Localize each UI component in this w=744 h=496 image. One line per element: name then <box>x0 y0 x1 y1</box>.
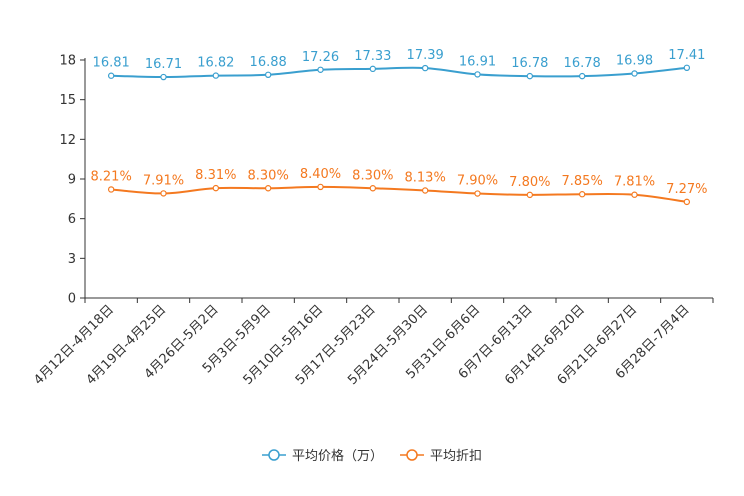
series-2-point <box>107 186 115 193</box>
series-2-point <box>160 190 167 197</box>
series-1-data-label: 17.41 <box>668 48 705 63</box>
y-tick-label: 12 <box>59 133 76 148</box>
series-2-data-label: 7.81% <box>614 175 655 190</box>
y-tick-label: 0 <box>68 292 76 307</box>
series-2-point <box>526 191 534 199</box>
series-1-point <box>683 64 691 72</box>
series-1-point <box>160 73 167 81</box>
series-2-point <box>578 191 586 198</box>
legend-item-label: 平均价格（万） <box>292 448 383 464</box>
series-2-point <box>683 198 691 206</box>
series-1-point <box>578 72 586 80</box>
series-1-point <box>474 71 481 78</box>
y-tick-label: 15 <box>59 93 76 108</box>
legend: 平均价格（万） 平均折扣 <box>262 448 482 464</box>
series-1-data-label: 16.88 <box>250 55 287 70</box>
series-2-point <box>421 187 429 194</box>
series-1-data-label: 16.71 <box>145 57 182 72</box>
series-2-data-label: 7.91% <box>143 173 184 188</box>
series-1-data-label: 16.91 <box>459 54 496 69</box>
series-2-point <box>369 185 377 192</box>
series-2-point <box>474 190 481 197</box>
plot-area: 03691215184月12日-4月18日4月19日-4月25日4月26日-5月… <box>31 48 714 388</box>
series-1-data-label: 16.78 <box>511 56 548 71</box>
series-2-data-label: 7.80% <box>509 175 550 190</box>
y-tick-label: 3 <box>68 252 76 267</box>
series-2-data-label: 7.90% <box>457 174 498 189</box>
series-1-data-label: 16.78 <box>564 56 601 71</box>
series-line-1 <box>111 66 687 79</box>
series-2-data-label: 7.27% <box>666 182 707 197</box>
series-2-data-label: 8.13% <box>405 171 446 186</box>
legend-swatch-marker <box>406 449 418 461</box>
series-1-data-label: 17.26 <box>302 50 339 65</box>
series-2-point <box>317 183 324 191</box>
y-tick-label: 9 <box>68 173 76 188</box>
series-2-data-label: 8.31% <box>195 168 236 183</box>
series-1-point <box>631 70 638 77</box>
series-1-point <box>526 72 534 80</box>
series-2-point <box>212 184 220 192</box>
series-1-point <box>317 66 324 73</box>
series-1-point <box>107 72 115 79</box>
series-1-point <box>421 64 429 72</box>
series-2-data-label: 7.85% <box>562 174 603 189</box>
series-2-data-label: 8.40% <box>300 167 341 182</box>
series-line-2 <box>111 185 687 203</box>
series-2-point <box>631 191 638 198</box>
series-2-data-label: 8.21% <box>91 169 132 184</box>
series-2-data-label: 8.30% <box>352 168 393 183</box>
series-1-data-label: 17.33 <box>354 49 391 64</box>
series-1-data-label: 16.81 <box>93 56 130 71</box>
y-tick-label: 6 <box>68 212 76 227</box>
series-1-point <box>369 65 377 73</box>
series-1-data-label: 16.98 <box>616 53 653 68</box>
legend-item-label: 平均折扣 <box>430 449 482 464</box>
y-tick-label: 18 <box>59 54 76 69</box>
series-2-point <box>264 185 272 192</box>
series-1-data-label: 17.39 <box>407 48 444 63</box>
series-1-data-label: 16.82 <box>197 56 234 71</box>
series-2-data-label: 8.30% <box>248 168 289 183</box>
series-1-point <box>264 71 272 79</box>
legend-swatch-marker <box>268 449 280 461</box>
series-1-point <box>212 72 220 79</box>
